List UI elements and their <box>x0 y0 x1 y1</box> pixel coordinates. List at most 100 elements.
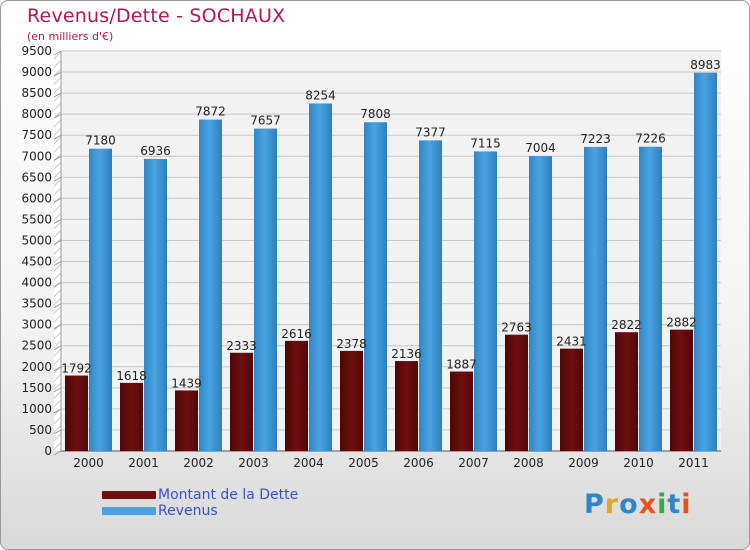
revenue-data-label: 7808 <box>360 107 391 121</box>
debt-bar <box>450 371 473 451</box>
y-tick-label: 1000 <box>21 402 52 416</box>
x-tick-label: 2006 <box>403 456 434 470</box>
legend-label-revenue: Revenus <box>158 503 218 519</box>
debt-bar <box>65 375 88 451</box>
debt-bar <box>615 332 638 451</box>
debt-data-label: 2763 <box>501 321 532 335</box>
y-tick-label: 6500 <box>21 170 52 184</box>
revenue-bar <box>529 156 552 452</box>
revenue-bar <box>89 148 112 451</box>
revenue-bar <box>584 146 607 451</box>
x-tick-label: 2008 <box>513 456 544 470</box>
y-tick-mark <box>53 218 62 224</box>
y-tick-label: 8000 <box>21 107 52 121</box>
debt-data-label: 2616 <box>281 327 312 341</box>
y-tick-mark <box>53 324 62 330</box>
y-tick-mark <box>53 240 62 245</box>
y-tick-label: 0 <box>44 444 52 458</box>
logo-letter: t <box>667 489 682 520</box>
revenue-data-label: 7872 <box>195 105 226 119</box>
x-tick-label: 2009 <box>568 456 599 470</box>
debt-data-label: 2378 <box>336 337 367 351</box>
y-tick-mark <box>53 429 62 435</box>
debt-bar <box>560 348 583 451</box>
x-tick-label: 2001 <box>128 456 159 470</box>
debt-data-label: 2136 <box>391 347 422 361</box>
debt-bar <box>285 340 308 451</box>
y-tick-label: 3500 <box>21 297 52 311</box>
y-tick-label: 2500 <box>21 339 52 353</box>
y-tick-mark <box>53 134 62 140</box>
legend: Montant de la Dette Revenus <box>102 487 298 519</box>
x-tick-label: 2004 <box>293 456 324 470</box>
revenue-data-label: 8983 <box>690 58 721 72</box>
logo-letter: o <box>619 489 639 520</box>
debt-bar <box>120 382 143 451</box>
revenue-bar <box>144 158 167 452</box>
debt-data-label: 1792 <box>61 362 92 376</box>
y-tick-mark <box>53 50 62 56</box>
revenue-data-label: 7004 <box>525 141 556 155</box>
y-tick-label: 4500 <box>21 255 52 269</box>
y-tick-mark <box>53 71 62 77</box>
y-tick-label: 9000 <box>21 65 52 79</box>
debt-bar <box>670 329 693 451</box>
y-tick-label: 4000 <box>21 276 52 290</box>
x-tick-label: 2007 <box>458 456 489 470</box>
plot-area <box>61 51 721 451</box>
debt-data-label: 2822 <box>611 318 642 332</box>
y-tick-mark <box>53 176 62 182</box>
revenue-bar <box>419 140 442 452</box>
y-tick-label: 7500 <box>21 128 52 142</box>
x-tick-label: 2005 <box>348 456 379 470</box>
legend-label-debt: Montant de la Dette <box>158 487 299 503</box>
y-tick-mark <box>53 282 62 288</box>
logo-letter: x <box>638 489 658 520</box>
y-tick-label: 3000 <box>21 318 52 332</box>
revenue-bar <box>639 146 662 451</box>
y-tick-mark <box>53 261 62 266</box>
y-tick-label: 6000 <box>21 191 52 205</box>
revenue-data-label: 7377 <box>415 125 446 139</box>
y-tick-label: 8500 <box>21 86 52 100</box>
revenue-bar <box>694 72 717 451</box>
debt-data-label: 1439 <box>171 376 202 390</box>
revenue-data-label: 7223 <box>580 132 611 146</box>
legend-swatch-debt <box>102 491 156 499</box>
y-tick-mark <box>53 366 62 372</box>
debt-data-label: 1618 <box>116 369 147 383</box>
logo-letter: i <box>657 489 668 520</box>
x-tick-label: 2000 <box>73 456 104 470</box>
chart-subtitle: (en milliers d'€) <box>27 30 114 43</box>
y-tick-label: 5000 <box>21 233 52 247</box>
y-tick-mark <box>53 345 62 351</box>
y-tick-mark <box>53 303 62 309</box>
revenue-data-label: 8254 <box>305 88 336 102</box>
debt-bar <box>230 352 253 451</box>
proxiti-logo: Proxiti <box>584 489 692 520</box>
legend-item-revenue: Revenus <box>102 503 298 519</box>
y-tick-label: 9500 <box>21 44 52 58</box>
y-tick-label: 5500 <box>21 212 52 226</box>
revenue-data-label: 7226 <box>635 132 666 146</box>
y-tick-mark <box>53 197 62 203</box>
y-tick-label: 2000 <box>21 360 52 374</box>
debt-bar <box>340 350 363 451</box>
y-tick-mark <box>53 408 62 414</box>
logo-letter: r <box>604 489 620 520</box>
y-tick-label: 7000 <box>21 149 52 163</box>
x-tick-label: 2011 <box>678 456 709 470</box>
legend-item-debt: Montant de la Dette <box>102 487 298 503</box>
debt-data-label: 2882 <box>666 316 697 330</box>
revenue-data-label: 7180 <box>85 134 116 148</box>
debt-bar <box>395 361 418 451</box>
x-tick-label: 2010 <box>623 456 654 470</box>
y-tick-mark <box>53 113 62 119</box>
x-tick-label: 2002 <box>183 456 214 470</box>
logo-letter: P <box>584 489 605 520</box>
debt-bar <box>505 334 528 451</box>
revenue-bar <box>309 103 332 451</box>
y-tick-mark <box>53 387 62 393</box>
